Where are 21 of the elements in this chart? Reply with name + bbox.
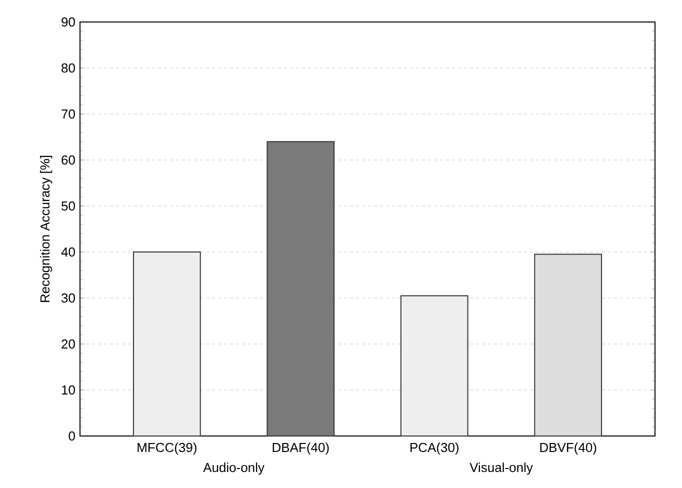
y-tick-label: 40 (61, 247, 75, 257)
y-tick-label: 80 (62, 63, 75, 73)
y-tick-label: 0 (68, 431, 75, 441)
text: Audio-only (203, 462, 264, 475)
x-tick-label: PCA(30) (410, 442, 458, 455)
y-tick-label: 70 (62, 109, 75, 119)
bar (534, 254, 602, 436)
x-tick-label: DBVF(40) (540, 442, 596, 455)
text: Visual-only (470, 462, 533, 475)
y-tick-label: 10 (62, 385, 75, 395)
y-tick-label: 60 (62, 155, 75, 165)
x-tick-label: MFCC(39) (138, 442, 196, 455)
bar (266, 141, 335, 436)
y-tick-label: 90 (62, 17, 75, 27)
y-axis-title: Recognition Accuracy [%] (40, 156, 52, 302)
x-tick-label: DBAF(40) (272, 442, 329, 455)
y-tick-label: 30 (62, 293, 75, 303)
bar (132, 252, 201, 436)
y-tick-label: 20 (62, 339, 75, 349)
bar (400, 295, 468, 436)
y-tick-label: 50 (62, 201, 75, 211)
